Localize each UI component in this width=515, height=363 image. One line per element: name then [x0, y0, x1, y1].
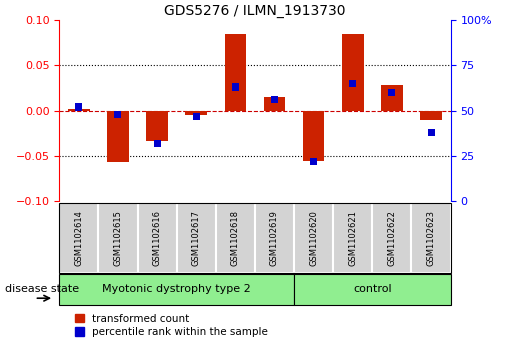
Bar	[264, 97, 285, 111]
Bar	[225, 33, 246, 111]
FancyBboxPatch shape	[177, 203, 216, 273]
Bar	[75, 103, 82, 111]
Bar	[107, 111, 129, 163]
Bar	[114, 111, 122, 118]
Bar	[232, 83, 239, 91]
Bar	[153, 140, 161, 147]
FancyBboxPatch shape	[294, 203, 333, 273]
Bar	[420, 111, 442, 120]
FancyBboxPatch shape	[255, 203, 294, 273]
Bar	[349, 80, 356, 87]
Text: GSM1102620: GSM1102620	[309, 210, 318, 266]
FancyBboxPatch shape	[333, 203, 372, 273]
Bar	[68, 109, 90, 111]
Text: Myotonic dystrophy type 2: Myotonic dystrophy type 2	[102, 285, 251, 294]
Legend: transformed count, percentile rank within the sample: transformed count, percentile rank withi…	[75, 314, 268, 337]
FancyBboxPatch shape	[294, 274, 451, 305]
Text: GSM1102617: GSM1102617	[192, 210, 201, 266]
Text: GSM1102619: GSM1102619	[270, 210, 279, 266]
Bar	[310, 158, 317, 165]
FancyBboxPatch shape	[59, 203, 98, 273]
Bar	[146, 111, 168, 140]
Bar	[185, 111, 207, 115]
Text: GSM1102615: GSM1102615	[113, 210, 123, 266]
Bar	[303, 111, 324, 160]
Bar	[388, 89, 396, 96]
Text: GSM1102621: GSM1102621	[348, 210, 357, 266]
Text: GSM1102622: GSM1102622	[387, 210, 397, 266]
Bar	[381, 85, 403, 111]
Text: GSM1102623: GSM1102623	[426, 210, 436, 266]
FancyBboxPatch shape	[411, 203, 451, 273]
Text: GSM1102614: GSM1102614	[74, 210, 83, 266]
Bar	[427, 129, 435, 136]
Bar	[193, 113, 200, 120]
Text: GSM1102618: GSM1102618	[231, 210, 240, 266]
Text: GSM1102616: GSM1102616	[152, 210, 162, 266]
Title: GDS5276 / ILMN_1913730: GDS5276 / ILMN_1913730	[164, 4, 346, 17]
Text: disease state: disease state	[5, 285, 79, 294]
Text: control: control	[353, 285, 392, 294]
FancyBboxPatch shape	[216, 203, 255, 273]
FancyBboxPatch shape	[372, 203, 411, 273]
FancyBboxPatch shape	[59, 274, 294, 305]
Bar	[271, 96, 278, 103]
Bar	[342, 33, 364, 111]
FancyBboxPatch shape	[138, 203, 177, 273]
FancyBboxPatch shape	[98, 203, 138, 273]
